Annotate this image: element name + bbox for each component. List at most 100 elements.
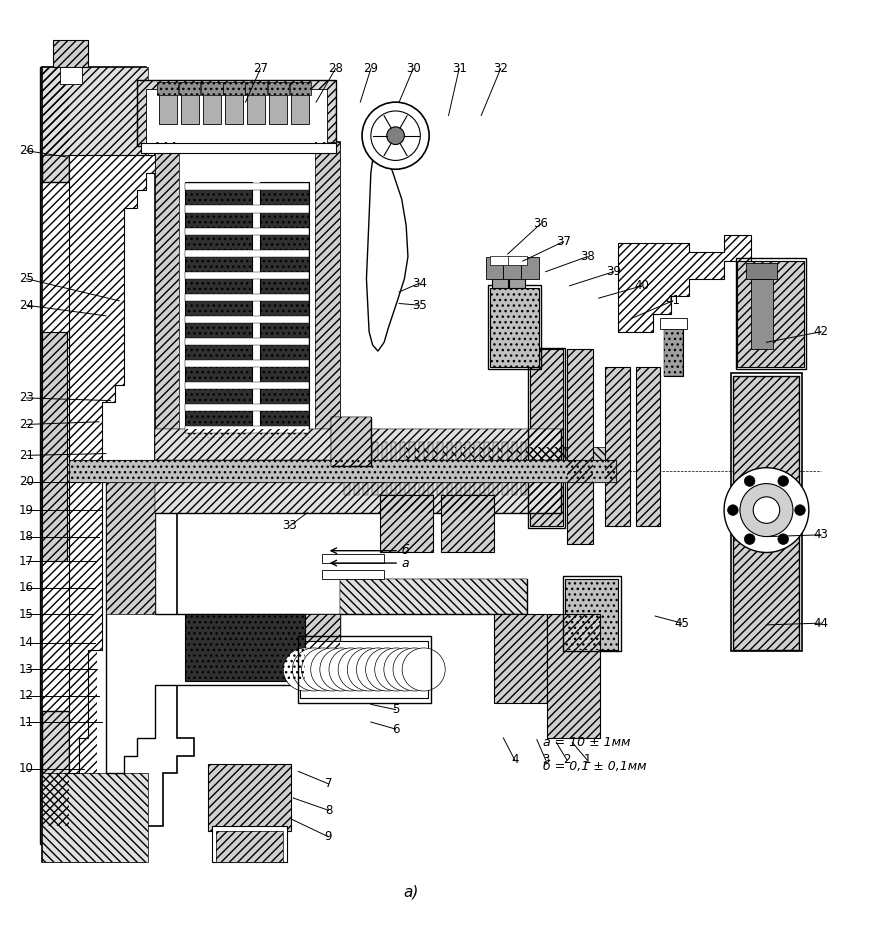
Bar (528, 347, 565, 528)
Bar (268, 82, 289, 96)
Bar (400, 442, 405, 495)
Bar (290, 82, 311, 96)
Polygon shape (618, 235, 751, 332)
Bar (53, 41, 88, 67)
Text: 19: 19 (19, 503, 34, 517)
Bar (488, 285, 541, 369)
Circle shape (374, 648, 418, 691)
Bar (378, 131, 413, 141)
Bar (511, 442, 517, 495)
Bar (492, 263, 508, 288)
Text: 20: 20 (19, 475, 34, 488)
Bar (106, 468, 155, 614)
Bar (737, 261, 804, 367)
Polygon shape (366, 141, 408, 351)
Text: 42: 42 (814, 325, 828, 339)
Text: 37: 37 (556, 236, 570, 248)
Bar (137, 80, 336, 147)
Circle shape (795, 505, 805, 516)
Text: 26: 26 (19, 144, 34, 157)
Bar (42, 332, 67, 561)
Bar (664, 327, 683, 376)
Bar (69, 460, 616, 482)
Bar (260, 182, 309, 438)
Circle shape (724, 467, 809, 552)
Bar (69, 460, 616, 482)
Text: 17: 17 (19, 554, 34, 568)
Bar (141, 143, 336, 153)
Text: 13: 13 (19, 662, 34, 675)
Bar (42, 67, 69, 182)
Bar (223, 82, 245, 96)
Bar (300, 614, 340, 685)
Circle shape (357, 648, 399, 691)
Text: 30: 30 (406, 62, 420, 75)
Bar (185, 338, 309, 345)
Bar (247, 89, 265, 124)
Text: 25: 25 (19, 272, 34, 286)
Circle shape (778, 476, 789, 486)
Polygon shape (106, 473, 340, 773)
Bar (185, 272, 309, 279)
Bar (185, 427, 309, 433)
Text: 38: 38 (580, 250, 594, 263)
Bar (565, 579, 618, 650)
Text: а: а (402, 556, 410, 569)
Bar (530, 349, 563, 526)
Text: 18: 18 (19, 530, 34, 543)
Bar (486, 256, 503, 279)
Bar (208, 764, 291, 831)
Bar (315, 142, 340, 473)
Bar (216, 831, 283, 862)
Bar (185, 614, 305, 680)
Bar (340, 442, 525, 495)
Bar (185, 614, 305, 680)
Bar (380, 495, 433, 552)
Bar (155, 482, 561, 513)
Text: 22: 22 (19, 418, 34, 431)
Bar (146, 89, 327, 147)
Bar (298, 637, 431, 703)
Bar (380, 495, 433, 552)
Bar (40, 67, 97, 844)
Text: 35: 35 (412, 299, 426, 312)
Bar (636, 367, 660, 526)
Bar (185, 404, 309, 412)
Bar (185, 360, 309, 367)
Text: 6: 6 (392, 723, 399, 736)
Bar (391, 442, 396, 495)
Circle shape (753, 497, 780, 523)
Bar (155, 142, 340, 473)
Bar (736, 258, 806, 369)
Bar (216, 831, 283, 862)
Bar (179, 82, 200, 96)
Bar (751, 279, 773, 349)
Text: 34: 34 (412, 276, 426, 289)
Bar (245, 82, 267, 96)
Bar (185, 250, 309, 256)
Bar (245, 82, 267, 96)
Bar (42, 67, 69, 182)
Bar (502, 442, 508, 495)
Bar (331, 417, 371, 466)
Bar (363, 442, 368, 495)
Text: 28: 28 (328, 62, 343, 75)
Text: 27: 27 (253, 62, 268, 75)
Bar (494, 614, 547, 703)
Bar (157, 82, 178, 96)
Text: 40: 40 (635, 279, 649, 292)
Bar (155, 429, 561, 460)
Bar (567, 349, 593, 544)
Bar (636, 367, 660, 526)
Circle shape (371, 111, 420, 161)
Bar (484, 442, 489, 495)
Text: 4: 4 (511, 753, 518, 766)
Bar (201, 82, 223, 96)
Circle shape (384, 648, 426, 691)
Bar (490, 288, 539, 367)
Bar (442, 495, 494, 552)
Circle shape (338, 648, 381, 691)
Bar (428, 442, 434, 495)
Circle shape (778, 534, 789, 545)
Bar (344, 442, 350, 495)
